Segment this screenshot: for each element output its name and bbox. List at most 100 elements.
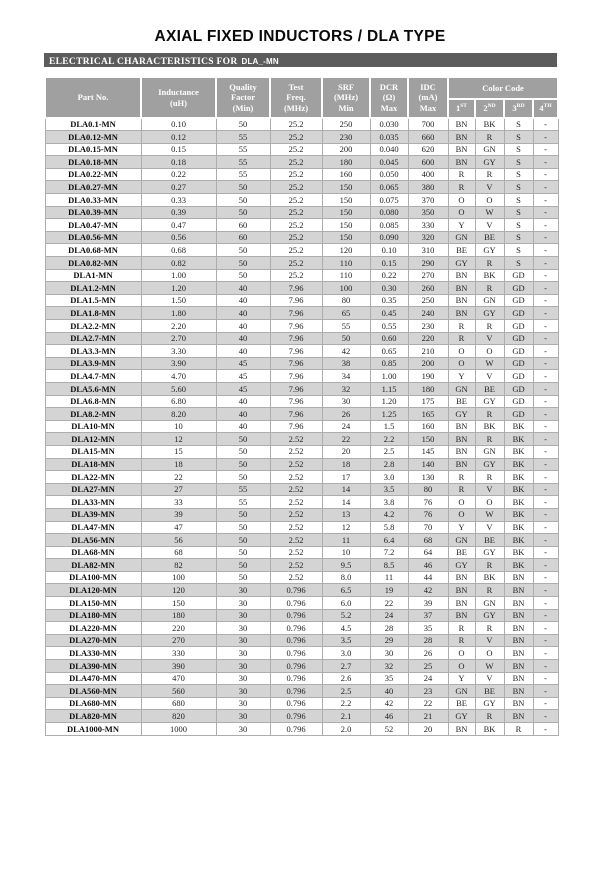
color-3rd-cell: GD [503,344,534,358]
test-freq-cell: 0.796 [269,722,323,736]
srf-cell: 18 [321,457,371,472]
color-2nd-cell: R [474,167,505,182]
color-3rd-cell: GD [503,331,534,346]
part-no-cell: DLA270-MN [44,633,142,648]
srf-cell: 160 [321,167,371,182]
idc-cell: 70 [407,520,449,535]
header-srf: SRF (MHz) Min [321,76,371,119]
test-freq-cell: 25.2 [269,256,323,270]
color-4th-cell: - [532,495,559,509]
inductance-cell: 1.20 [140,281,217,295]
dcr-cell: 29 [369,633,409,648]
table-row: DLA4.7-MN 4.70 45 7.96 34 1.00 190 Y V GD - [44,369,559,383]
table-row: DLA0.68-MN 0.68 50 25.2 120 0.10 310 BE GY S - [44,243,559,258]
color-2nd-cell: GY [474,457,505,472]
inductance-cell: 1000 [140,722,217,736]
dcr-cell: 1.00 [369,369,409,383]
color-3rd-cell: BK [503,470,534,484]
color-4th-cell: - [532,130,559,144]
color-4th-cell: - [532,193,559,207]
dcr-cell: 19 [369,583,409,598]
header-color-1st: 1ST [447,98,476,119]
color-2nd-cell: GY [474,306,505,320]
table-row: DLA220-MN 220 30 0.796 4.5 28 35 R R BN - [44,621,559,635]
color-4th-cell: - [532,457,559,472]
color-4th-cell: - [532,394,559,409]
part-no-cell: DLA27-MN [44,482,142,497]
table-row: DLA0.22-MN 0.22 55 25.2 160 0.050 400 R R S - [44,167,559,182]
idc-cell: 270 [407,268,449,283]
inductance-cell: 1.50 [140,293,217,308]
section-part-family: DLA_-MN [241,57,279,66]
table-row: DLA1.2-MN 1.20 40 7.96 100 0.30 260 BN R GD - [44,281,559,295]
color-1st-cell: R [447,482,476,497]
quality-factor-cell: 40 [215,394,271,409]
color-1st-cell: BN [447,596,476,610]
idc-cell: 22 [407,696,449,711]
header-quality-factor: Quality Factor (Min) [215,76,271,119]
srf-cell: 3.5 [321,633,371,648]
inductance-cell: 120 [140,583,217,598]
inductance-cell: 5.60 [140,381,217,396]
table-row: DLA3.3-MN 3.30 40 7.96 42 0.65 210 O O GD - [44,344,559,358]
color-4th-cell: - [532,520,559,535]
section-header-bar: ELECTRICAL CHARACTERISTICS FOR DLA_-MN [44,53,557,67]
color-2nd-cell: W [474,659,505,673]
color-4th-cell: - [532,180,559,195]
color-3rd-cell: GD [503,306,534,320]
color-3rd-cell: S [503,130,534,144]
srf-cell: 2.7 [321,659,371,673]
color-2nd-cell: R [474,130,505,144]
color-4th-cell: - [532,331,559,346]
color-2nd-cell: GN [474,596,505,610]
header-dcr: DCR (Ω) Max [369,76,409,119]
inductance-cell: 0.47 [140,218,217,232]
srf-cell: 200 [321,142,371,157]
color-1st-cell: GN [447,381,476,396]
quality-factor-cell: 50 [215,432,271,446]
inductance-cell: 0.39 [140,205,217,220]
quality-factor-cell: 50 [215,470,271,484]
quality-factor-cell: 50 [215,457,271,472]
test-freq-cell: 25.2 [269,180,323,195]
idc-cell: 140 [407,457,449,472]
dcr-cell: 11 [369,570,409,585]
idc-cell: 150 [407,432,449,446]
color-4th-cell: - [532,230,559,245]
part-no-cell: DLA0.15-MN [44,142,142,157]
color-2nd-cell: GN [474,142,505,157]
srf-cell: 3.0 [321,646,371,661]
inductance-cell: 10 [140,419,217,434]
color-1st-cell: Y [447,218,476,232]
section-title: ELECTRICAL CHARACTERISTICS FOR [49,57,238,67]
inductance-cell: 100 [140,570,217,585]
color-2nd-cell: GY [474,696,505,711]
test-freq-cell: 2.52 [269,482,323,497]
color-3rd-cell: GD [503,319,534,333]
quality-factor-cell: 30 [215,722,271,736]
color-1st-cell: BN [447,457,476,472]
color-2nd-cell: BK [474,268,505,283]
part-no-cell: DLA560-MN [44,684,142,698]
color-4th-cell: - [532,167,559,182]
color-2nd-cell: BE [474,533,505,547]
dcr-cell: 1.15 [369,381,409,396]
color-1st-cell: GN [447,533,476,547]
test-freq-cell: 25.2 [269,193,323,207]
test-freq-cell: 7.96 [269,381,323,396]
header-color-code: Color Code [446,76,560,100]
part-no-cell: DLA68-MN [44,545,142,560]
test-freq-cell: 2.52 [269,495,323,509]
srf-cell: 20 [321,444,371,459]
srf-cell: 120 [321,243,371,258]
part-no-cell: DLA1.8-MN [44,306,142,320]
color-2nd-cell: GY [474,608,505,623]
table-row: DLA0.1-MN 0.10 50 25.2 250 0.030 700 BN BK S - [44,117,559,132]
inductance-cell: 560 [140,684,217,698]
idc-cell: 76 [407,507,449,522]
inductance-cell: 22 [140,470,217,484]
color-4th-cell: - [532,621,559,635]
test-freq-cell: 7.96 [269,356,323,371]
color-1st-cell: BN [447,608,476,623]
color-2nd-cell: BK [474,722,505,736]
